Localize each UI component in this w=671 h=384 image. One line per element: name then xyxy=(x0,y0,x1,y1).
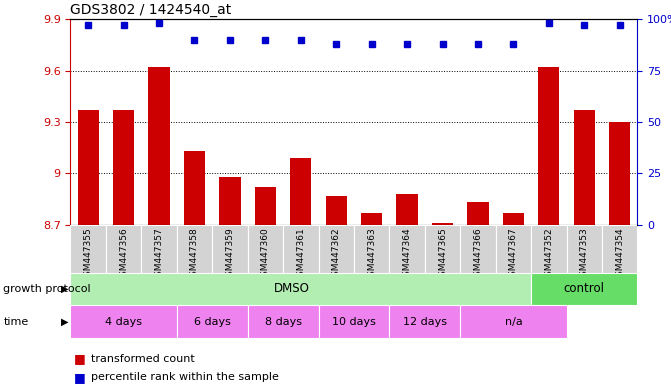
Bar xyxy=(503,213,524,225)
Bar xyxy=(496,225,531,273)
Text: 6 days: 6 days xyxy=(194,316,231,327)
Bar xyxy=(467,202,488,225)
Bar xyxy=(176,225,212,273)
Bar xyxy=(212,225,248,273)
Bar xyxy=(70,225,106,273)
Bar xyxy=(531,225,566,273)
Text: ▶: ▶ xyxy=(61,284,69,294)
Text: growth protocol: growth protocol xyxy=(3,284,91,294)
Text: n/a: n/a xyxy=(505,316,522,327)
Text: GSM447365: GSM447365 xyxy=(438,227,447,282)
Text: GSM447357: GSM447357 xyxy=(154,227,164,282)
Text: GSM447360: GSM447360 xyxy=(261,227,270,282)
Text: GSM447352: GSM447352 xyxy=(544,227,554,282)
Text: GSM447362: GSM447362 xyxy=(331,227,341,282)
Text: 10 days: 10 days xyxy=(332,316,376,327)
Text: ▶: ▶ xyxy=(61,316,69,327)
Bar xyxy=(432,223,453,225)
Bar xyxy=(354,225,389,273)
Bar xyxy=(566,225,602,273)
Bar xyxy=(106,225,142,273)
Bar xyxy=(531,273,637,305)
Text: GSM447358: GSM447358 xyxy=(190,227,199,282)
Text: 8 days: 8 days xyxy=(264,316,301,327)
Bar xyxy=(460,305,566,338)
Bar xyxy=(78,110,99,225)
Text: DMSO: DMSO xyxy=(274,283,310,295)
Text: GSM447359: GSM447359 xyxy=(225,227,234,282)
Bar xyxy=(290,158,311,225)
Bar xyxy=(460,225,496,273)
Bar xyxy=(325,195,347,225)
Bar xyxy=(184,151,205,225)
Bar xyxy=(609,122,630,225)
Text: GSM447354: GSM447354 xyxy=(615,227,624,282)
Bar xyxy=(248,305,319,338)
Text: GSM447355: GSM447355 xyxy=(84,227,93,282)
Bar xyxy=(113,110,134,225)
Text: GSM447364: GSM447364 xyxy=(403,227,411,282)
Bar xyxy=(425,225,460,273)
Bar xyxy=(283,225,319,273)
Bar xyxy=(176,305,248,338)
Bar xyxy=(255,187,276,225)
Text: 4 days: 4 days xyxy=(105,316,142,327)
Text: transformed count: transformed count xyxy=(91,354,195,364)
Bar xyxy=(70,273,531,305)
Bar xyxy=(219,177,240,225)
Bar xyxy=(538,67,560,225)
Text: GSM447363: GSM447363 xyxy=(367,227,376,282)
Text: ■: ■ xyxy=(74,353,86,366)
Bar xyxy=(574,110,595,225)
Text: time: time xyxy=(3,316,29,327)
Bar xyxy=(319,305,389,338)
Text: GSM447361: GSM447361 xyxy=(297,227,305,282)
Bar xyxy=(70,305,176,338)
Bar xyxy=(148,67,170,225)
Bar xyxy=(248,225,283,273)
Text: control: control xyxy=(564,283,605,295)
Bar xyxy=(397,194,418,225)
Text: GSM447356: GSM447356 xyxy=(119,227,128,282)
Bar xyxy=(389,305,460,338)
Text: percentile rank within the sample: percentile rank within the sample xyxy=(91,372,278,382)
Bar xyxy=(319,225,354,273)
Bar xyxy=(602,225,637,273)
Text: GSM447367: GSM447367 xyxy=(509,227,518,282)
Bar xyxy=(361,213,382,225)
Text: 12 days: 12 days xyxy=(403,316,447,327)
Text: GDS3802 / 1424540_at: GDS3802 / 1424540_at xyxy=(70,3,231,17)
Bar xyxy=(389,225,425,273)
Text: GSM447366: GSM447366 xyxy=(474,227,482,282)
Text: GSM447353: GSM447353 xyxy=(580,227,588,282)
Bar xyxy=(142,225,176,273)
Text: ■: ■ xyxy=(74,371,86,384)
